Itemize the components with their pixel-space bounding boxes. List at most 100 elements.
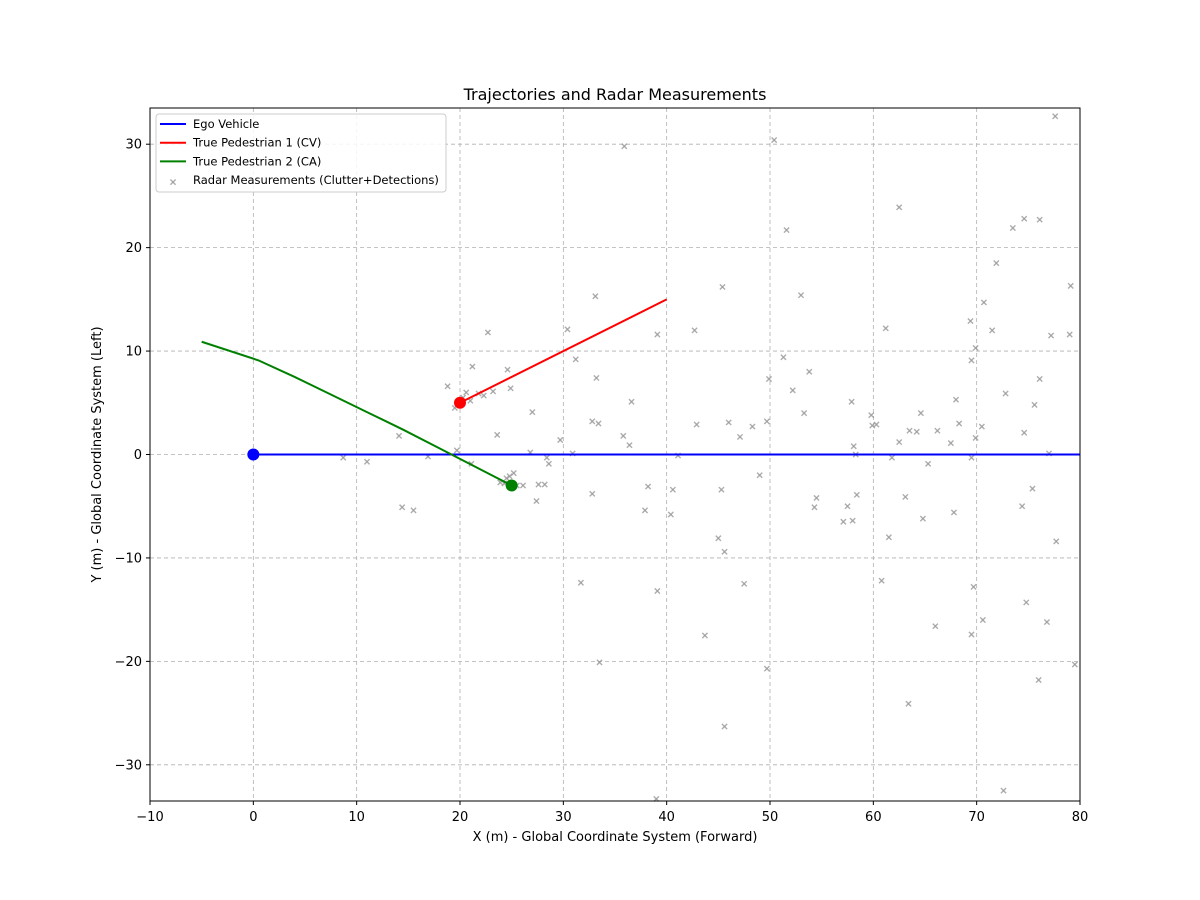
radar-marker-stroke <box>654 587 661 595</box>
radar-measurement-point <box>853 491 860 498</box>
radar-measurement-point <box>545 460 552 467</box>
radar-marker-stroke <box>621 143 628 150</box>
radar-marker-stroke <box>1047 332 1055 339</box>
radar-measurement-point <box>620 432 627 439</box>
radar-measurement-point <box>979 616 986 624</box>
radar-measurement-point <box>1029 485 1036 492</box>
radar-marker-stroke <box>593 374 600 382</box>
radar-marker-stroke <box>453 447 460 454</box>
radar-marker-stroke <box>811 504 818 511</box>
radar-measurement-point <box>453 447 460 454</box>
radar-measurement-point <box>721 723 728 730</box>
radar-marker-stroke <box>725 419 732 426</box>
radar-marker-stroke <box>736 433 744 441</box>
radar-marker-stroke <box>780 354 787 361</box>
radar-measurement-point <box>363 458 371 465</box>
radar-measurement-point <box>489 388 497 395</box>
radar-marker-stroke <box>905 700 912 707</box>
radar-measurement-point <box>641 507 649 514</box>
radar-marker-stroke <box>932 623 939 630</box>
radar-marker-stroke <box>917 410 924 417</box>
radar-measurement-point <box>644 483 652 490</box>
radar-marker-stroke <box>1019 503 1026 510</box>
radar-marker-stroke <box>484 329 491 336</box>
x-tick-label: 80 <box>1072 810 1089 825</box>
radar-marker-stroke <box>693 421 700 428</box>
legend-entry-label: Radar Measurements (Clutter+Detections) <box>193 173 439 187</box>
radar-measurement-point <box>504 366 511 373</box>
radar-measurement-point <box>952 396 960 403</box>
radar-marker-stroke <box>925 460 932 467</box>
radar-measurement-point <box>905 700 912 707</box>
radar-measurement-point <box>811 504 818 511</box>
radar-marker-stroke <box>967 317 974 325</box>
radar-measurement-point <box>667 511 674 518</box>
radar-measurement-point <box>1047 332 1055 339</box>
radar-measurement-point <box>592 293 599 300</box>
radar-measurement-point <box>844 503 851 510</box>
radar-marker-stroke <box>956 420 963 427</box>
radar-measurement-point <box>1023 599 1030 606</box>
radar-marker-stroke <box>896 438 903 446</box>
x-tick-label: 40 <box>658 810 675 825</box>
radar-marker-stroke <box>541 481 548 488</box>
radar-measurement-point <box>850 443 857 450</box>
radar-marker-stroke <box>978 423 985 430</box>
radar-marker-stroke <box>701 632 708 639</box>
radar-measurement-point <box>932 623 939 630</box>
radar-marker-stroke <box>756 472 763 479</box>
data-series <box>201 113 1080 803</box>
radar-measurement-point <box>968 357 975 364</box>
radar-marker-stroke <box>968 631 975 638</box>
radar-measurement-point <box>736 433 744 441</box>
radar-measurement-point <box>906 427 913 434</box>
radar-measurement-point <box>741 580 748 587</box>
radar-measurement-point <box>691 327 698 334</box>
radar-marker-stroke <box>691 327 698 334</box>
legend-entry-label: True Pedestrian 2 (CA) <box>192 154 321 168</box>
radar-measurement-point <box>993 260 1000 267</box>
radar-marker-stroke <box>882 325 889 332</box>
radar-measurement-point <box>543 454 550 461</box>
true-pedestrian-1-cv-position-marker <box>454 396 466 409</box>
radar-marker-stroke <box>589 418 596 425</box>
radar-marker-stroke <box>1043 618 1051 626</box>
radar-marker-stroke <box>896 204 903 211</box>
radar-measurement-point <box>715 535 722 542</box>
radar-marker-stroke <box>489 388 497 395</box>
radar-measurement-point <box>806 368 813 375</box>
radar-measurement-point <box>1043 618 1051 626</box>
radar-marker-stroke <box>950 509 958 516</box>
y-tick-label: −30 <box>115 758 142 773</box>
radar-marker-stroke <box>721 548 728 555</box>
radar-measurement-point <box>564 326 571 333</box>
radar-marker-stroke <box>919 515 927 522</box>
radar-marker-stroke <box>1067 282 1074 289</box>
radar-marker-stroke <box>669 486 676 493</box>
radar-marker-stroke <box>993 260 1000 267</box>
radar-measurement-point <box>1035 676 1042 684</box>
radar-marker-stroke <box>340 454 347 461</box>
radar-marker-stroke <box>888 454 896 461</box>
radar-marker-stroke <box>596 659 603 666</box>
radar-marker-stroke <box>813 494 820 502</box>
radar-measurement-point <box>972 344 979 352</box>
radar-measurement-point <box>725 419 732 426</box>
y-tick-label: −20 <box>115 655 142 670</box>
radar-measurement-point <box>535 481 542 488</box>
radar-marker-stroke <box>1035 676 1042 684</box>
radar-marker-stroke <box>480 392 487 399</box>
radar-measurement-point <box>480 392 487 399</box>
radar-measurement-point <box>813 494 820 502</box>
radar-measurement-point <box>693 421 700 428</box>
radar-measurement-point <box>950 509 958 516</box>
radar-measurement-point <box>719 283 726 291</box>
true-pedestrian-1-cv-trajectory-line <box>459 298 668 404</box>
radar-marker-stroke <box>1036 216 1043 223</box>
radar-marker-stroke <box>506 473 513 480</box>
radar-measurement-point <box>469 363 476 370</box>
radar-marker-stroke <box>399 504 406 511</box>
radar-marker-stroke <box>989 327 996 334</box>
radar-measurement-point <box>595 420 602 427</box>
x-tick-label: 0 <box>249 810 257 825</box>
